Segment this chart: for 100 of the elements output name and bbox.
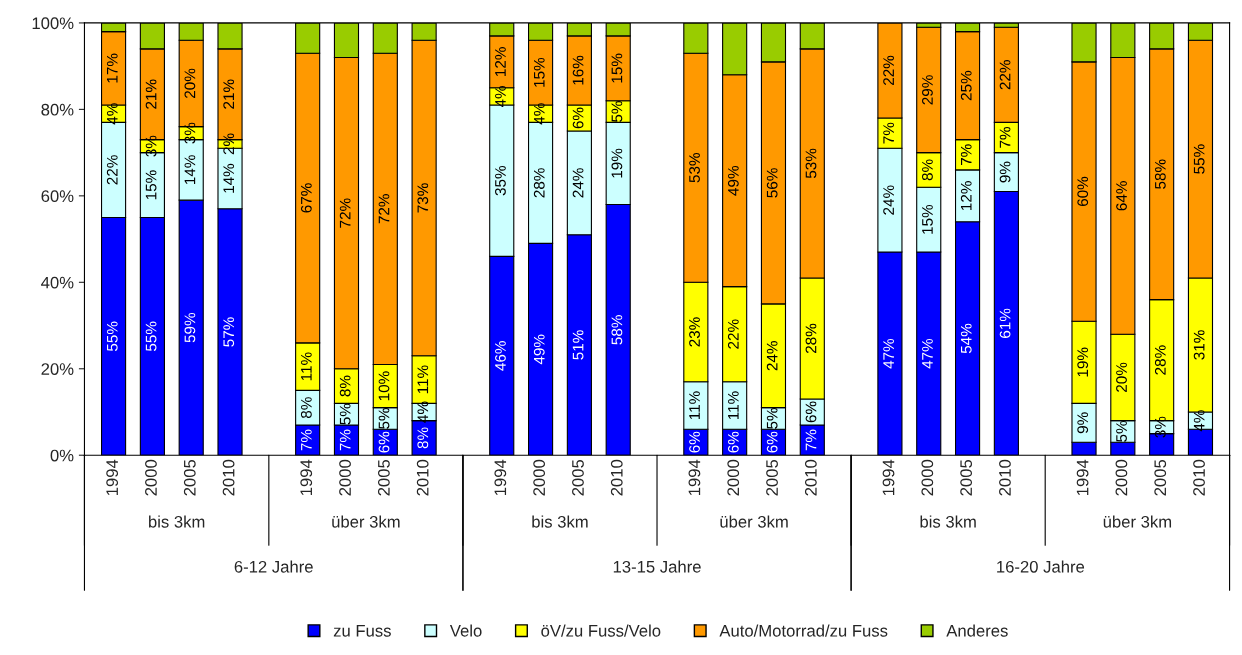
- data-label: 14%: [184, 155, 196, 185]
- text: über 3km: [332, 515, 400, 528]
- data-label: 6%: [378, 431, 390, 453]
- x-tick-label: 2000: [533, 459, 546, 496]
- data-label: 10%: [378, 371, 390, 401]
- data-label: 5%: [378, 407, 390, 429]
- data-label: 19%: [611, 148, 623, 178]
- data-label: 6%: [766, 431, 778, 453]
- data-label: 22%: [883, 55, 894, 85]
- x-tick-label: 2005: [766, 459, 778, 496]
- data-label: 57%: [223, 317, 235, 347]
- data-label: 15%: [145, 170, 157, 200]
- data-label: 7%: [883, 122, 894, 144]
- text: über 3km: [1103, 515, 1172, 528]
- data-label: 59%: [184, 312, 196, 343]
- data-label: 22%: [727, 319, 739, 349]
- data-label: 20%: [1116, 362, 1127, 392]
- data-label: 28%: [1154, 345, 1166, 375]
- x-tick-label: 2010: [416, 459, 429, 496]
- data-label: 4%: [533, 103, 545, 125]
- data-label: 28%: [533, 168, 545, 198]
- data-label: 6%: [805, 401, 817, 423]
- data-label: 58%: [1154, 159, 1166, 189]
- data-label: 7%: [960, 144, 972, 166]
- x-tick-label: 2010: [1193, 459, 1205, 496]
- data-label: 7%: [339, 429, 351, 451]
- text: bis 3km: [532, 515, 588, 528]
- x-tick-label: 2000: [339, 459, 351, 496]
- x-tick-label: 2000: [921, 459, 934, 496]
- data-label: 20%: [184, 68, 196, 98]
- x-tick-label: 2010: [999, 459, 1011, 496]
- data-label: 25%: [960, 70, 972, 101]
- data-label: 28%: [805, 323, 817, 354]
- data-label: 72%: [339, 198, 351, 228]
- data-label: 72%: [378, 194, 390, 224]
- data-label: 6%: [727, 431, 739, 453]
- data-label: 21%: [223, 79, 235, 109]
- data-label: 24%: [572, 168, 584, 198]
- x-tick-label: 2005: [960, 459, 973, 496]
- text: über 3km: [720, 515, 788, 528]
- data-label: 60%: [1077, 176, 1089, 207]
- data-label: 9%: [999, 161, 1011, 183]
- data-label: 4%: [106, 103, 118, 125]
- legend-label: öV/zu Fuss/Velo: [541, 624, 661, 637]
- legend-label: zu Fuss: [333, 625, 391, 637]
- data-label: 9%: [1077, 412, 1089, 434]
- data-label: 31%: [1193, 330, 1205, 360]
- data-label: 55%: [106, 321, 118, 352]
- data-label: 23%: [689, 317, 700, 347]
- data-label: 7%: [805, 429, 817, 451]
- data-label: 12%: [960, 181, 972, 210]
- data-label: 7%: [999, 126, 1011, 148]
- data-label: 17%: [106, 53, 118, 83]
- x-tick-label: 1994: [106, 459, 119, 496]
- x-tick-label: 1994: [1076, 459, 1089, 496]
- x-tick-label: 1994: [882, 459, 895, 496]
- text: 6-12 Jahre: [234, 560, 313, 573]
- data-label: 11%: [417, 365, 429, 394]
- data-label: 6%: [689, 431, 700, 453]
- data-label: 19%: [1077, 347, 1089, 377]
- data-label: 64%: [1116, 181, 1127, 211]
- x-tick-label: 2000: [145, 459, 157, 496]
- data-label: 29%: [922, 75, 933, 105]
- legend-label: Anderes: [946, 624, 1008, 637]
- data-label: 24%: [883, 185, 894, 215]
- data-label: 8%: [922, 159, 933, 181]
- y-tick-label: 80%: [41, 103, 74, 116]
- data-label: 15%: [922, 204, 933, 234]
- data-label: 73%: [417, 183, 429, 213]
- data-label: 49%: [727, 165, 739, 196]
- data-label: 22%: [106, 155, 118, 185]
- data-label: 5%: [766, 407, 778, 429]
- data-label: 12%: [495, 47, 506, 76]
- x-tick-label: 2010: [610, 459, 623, 496]
- data-label: 15%: [611, 53, 623, 83]
- x-tick-label: 1994: [300, 459, 313, 496]
- data-label: 53%: [805, 148, 817, 179]
- y-tick-label: 40%: [41, 276, 74, 289]
- data-label: 11%: [728, 391, 739, 420]
- data-label: 14%: [223, 163, 235, 193]
- data-label: 15%: [533, 57, 545, 87]
- x-tick-label: 2000: [727, 459, 740, 496]
- data-label: 61%: [999, 308, 1011, 338]
- x-tick-label: 2005: [377, 459, 390, 496]
- data-label: 58%: [611, 315, 623, 345]
- data-label: 54%: [960, 323, 972, 354]
- x-tick-label: 2005: [572, 459, 584, 496]
- data-label: 8%: [417, 427, 429, 449]
- data-label: 55%: [145, 321, 157, 352]
- data-label: 51%: [572, 330, 584, 360]
- data-label: 67%: [300, 183, 312, 213]
- y-tick-label: 60%: [41, 190, 74, 203]
- data-label: 4%: [1193, 410, 1205, 432]
- text: bis 3km: [920, 515, 976, 528]
- data-label: 4%: [495, 85, 506, 108]
- data-label: 53%: [689, 153, 700, 183]
- x-tick-label: 1994: [688, 459, 701, 496]
- data-label: 8%: [300, 397, 312, 419]
- data-label: 8%: [339, 375, 351, 397]
- data-label: 55%: [1193, 144, 1205, 174]
